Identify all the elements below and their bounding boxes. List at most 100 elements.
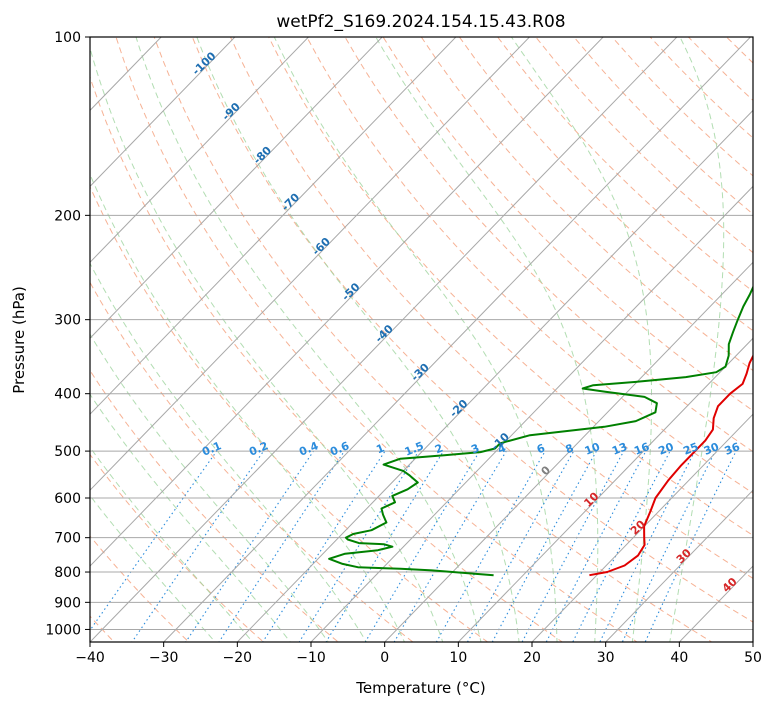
mixing-ratio-label: 0.4 xyxy=(297,439,320,458)
x-tick-label: 20 xyxy=(523,650,541,666)
isotherm xyxy=(90,37,531,491)
dry-adiabat xyxy=(382,37,753,412)
dewpoint-line xyxy=(328,285,753,577)
dry-adiabat xyxy=(90,535,190,642)
moist-adiabat xyxy=(90,446,254,642)
adiabat-label: -40 xyxy=(373,322,397,345)
mixing-ratio-label: 30 xyxy=(702,440,721,458)
temperature-line xyxy=(589,353,753,577)
y-tick-label: 1000 xyxy=(45,622,81,638)
y-tick-label: 200 xyxy=(54,208,81,224)
mixing-ratio-label: 6 xyxy=(535,441,547,456)
mixing-ratio-line xyxy=(393,450,507,642)
moist-adiabat xyxy=(375,37,599,642)
grid-lines xyxy=(90,37,753,642)
mixing-ratio-label: 16 xyxy=(632,440,651,458)
adiabat-label: -60 xyxy=(310,235,334,258)
y-tick-label: 400 xyxy=(54,387,81,403)
x-axis: −40 −30 −20 −10 0 10 20 30 40 50 xyxy=(75,642,762,666)
mixing-ratio-label: 10 xyxy=(583,440,602,458)
mixing-ratio-label: 3 xyxy=(469,441,481,456)
x-tick-label: 0 xyxy=(380,650,389,666)
y-axis-label: Pressure (hPa) xyxy=(10,286,28,394)
isotherm xyxy=(531,413,753,642)
x-tick-label: 10 xyxy=(449,650,467,666)
mixing-ratio-label: 0.6 xyxy=(328,439,351,458)
mixing-ratio-label: 0.2 xyxy=(247,439,270,458)
adiabat-label: -20 xyxy=(447,397,471,420)
x-tick-label: 40 xyxy=(670,650,688,666)
isotherm xyxy=(90,37,604,567)
y-tick-label: 800 xyxy=(54,565,81,581)
mixing-ratio-line xyxy=(621,450,716,642)
dry-adiabat xyxy=(90,281,414,642)
moist-adiabat xyxy=(90,393,291,642)
adiabat-label: -80 xyxy=(251,144,275,167)
x-tick-label: 30 xyxy=(597,650,615,666)
moist-adiabat xyxy=(510,37,653,642)
adiabat-label: 10 xyxy=(581,490,601,510)
y-tick-label: 700 xyxy=(54,531,81,547)
x-axis-label: Temperature (°C) xyxy=(355,679,485,697)
isotherm xyxy=(90,37,310,264)
dry-adiabat xyxy=(535,37,753,254)
mixing-ratio-line xyxy=(364,450,481,642)
x-tick-label: −10 xyxy=(296,650,326,666)
dry-adiabat xyxy=(611,37,753,177)
dry-adiabat xyxy=(497,37,753,293)
dry-adiabat xyxy=(765,37,775,654)
mixing-ratio-line xyxy=(262,450,386,642)
mixing-ratio-line xyxy=(131,450,265,642)
adiabat-label: -30 xyxy=(409,361,433,384)
y-tick-label: 900 xyxy=(54,595,81,611)
adiabat-label: -70 xyxy=(279,190,303,213)
moist-adiabat xyxy=(90,46,444,642)
isotherm xyxy=(457,337,753,642)
adiabat-label: -90 xyxy=(220,100,244,123)
x-tick-label: −40 xyxy=(75,650,105,666)
moist-adiabat xyxy=(273,37,558,642)
mixing-ratio-label: 0.1 xyxy=(200,439,223,458)
dry-adiabat xyxy=(344,37,753,453)
x-tick-label: −30 xyxy=(149,650,179,666)
mixing-ratio-label: 1 xyxy=(374,441,386,456)
adiabat-label: -100 xyxy=(190,49,219,78)
dry-adiabat xyxy=(420,37,753,372)
y-axis: 100 200 300 400 500 600 700 800 900 1000 xyxy=(45,30,90,638)
mixing-ratio-label: 2 xyxy=(433,441,445,456)
moist-adiabat xyxy=(90,262,367,642)
mixing-ratio-label: 8 xyxy=(564,441,576,456)
x-tick-label: −20 xyxy=(223,650,253,666)
isotherm xyxy=(90,37,383,339)
dry-adiabat xyxy=(153,37,713,642)
adiabat-label: -50 xyxy=(339,280,363,303)
plot-frame xyxy=(89,36,754,643)
isotherm xyxy=(163,37,752,642)
isotherm xyxy=(605,489,753,642)
dry-adiabat xyxy=(90,369,340,642)
mixing-ratio-line xyxy=(521,450,625,642)
isotherm xyxy=(90,37,678,642)
dry-adiabat xyxy=(649,37,753,139)
moist-adiabat xyxy=(90,173,406,642)
isotherm xyxy=(236,109,753,642)
moist-adiabat xyxy=(135,37,482,642)
mixing-ratio-label: 20 xyxy=(657,440,676,458)
isotherm xyxy=(752,641,753,642)
dry-adiabat xyxy=(306,37,753,494)
moist-adiabat xyxy=(196,37,520,642)
isotherm xyxy=(90,37,236,188)
isotherm xyxy=(310,185,753,642)
background-lines xyxy=(90,37,775,654)
mixing-ratio-label: 1.5 xyxy=(403,439,426,458)
isotherm xyxy=(90,37,457,415)
y-tick-label: 100 xyxy=(54,30,81,46)
mixing-ratio-line xyxy=(325,450,444,642)
x-tick-label: 50 xyxy=(744,650,762,666)
dry-adiabat xyxy=(573,37,753,215)
adiabat-label: 40 xyxy=(720,575,740,595)
data-series xyxy=(328,285,753,577)
mixing-ratio-label: 36 xyxy=(723,440,742,458)
dry-adiabat xyxy=(230,37,753,579)
